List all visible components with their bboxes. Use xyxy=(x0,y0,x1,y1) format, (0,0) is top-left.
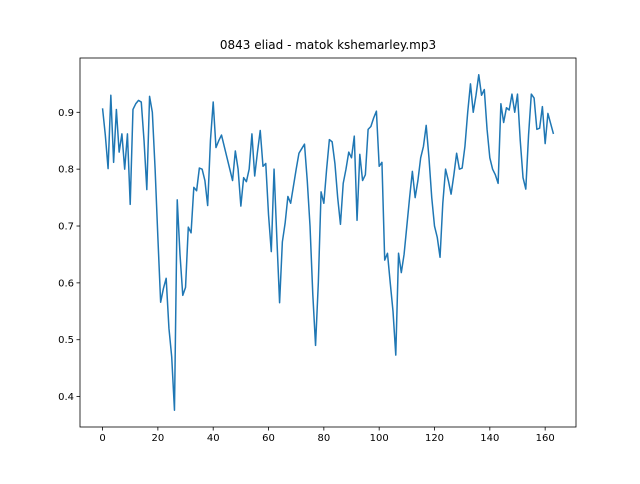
y-tick-label: 0.9 xyxy=(58,108,74,119)
y-tick-label: 0.4 xyxy=(58,392,74,403)
x-tick-label: 40 xyxy=(207,433,220,444)
x-tick-label: 140 xyxy=(480,433,499,444)
y-tick-label: 0.6 xyxy=(58,278,74,289)
x-tick-label: 120 xyxy=(425,433,444,444)
y-tick-label: 0.8 xyxy=(58,165,74,176)
y-tick-label: 0.7 xyxy=(58,222,74,233)
x-tick-label: 80 xyxy=(317,433,330,444)
data-line xyxy=(101,74,555,411)
x-tick-label: 0 xyxy=(99,433,105,444)
x-tick-label: 60 xyxy=(262,433,275,444)
y-tick-label: 0.5 xyxy=(58,335,74,346)
x-tick-label: 20 xyxy=(152,433,165,444)
chart-title: 0843 eliad - matok kshemarley.mp3 xyxy=(220,38,436,52)
x-tick-label: 100 xyxy=(370,433,389,444)
x-tick-label: 160 xyxy=(536,433,555,444)
plot-frame xyxy=(79,57,577,428)
